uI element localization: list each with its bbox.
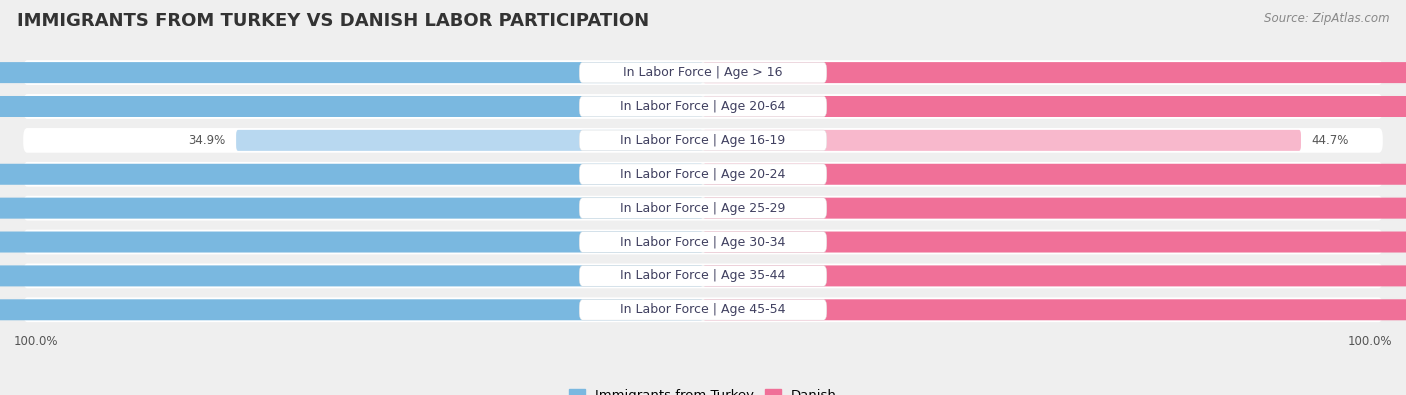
FancyBboxPatch shape — [579, 96, 827, 117]
FancyBboxPatch shape — [703, 62, 1406, 83]
Text: In Labor Force | Age 30-34: In Labor Force | Age 30-34 — [620, 235, 786, 248]
Text: In Labor Force | Age 25-29: In Labor Force | Age 25-29 — [620, 201, 786, 214]
Text: In Labor Force | Age 20-24: In Labor Force | Age 20-24 — [620, 168, 786, 181]
FancyBboxPatch shape — [579, 164, 827, 184]
FancyBboxPatch shape — [579, 299, 827, 320]
FancyBboxPatch shape — [24, 229, 1382, 254]
FancyBboxPatch shape — [24, 263, 1382, 288]
FancyBboxPatch shape — [0, 231, 703, 252]
FancyBboxPatch shape — [24, 60, 1382, 85]
FancyBboxPatch shape — [0, 164, 703, 185]
FancyBboxPatch shape — [0, 265, 703, 286]
FancyBboxPatch shape — [0, 299, 703, 320]
Text: 44.7%: 44.7% — [1312, 134, 1348, 147]
Text: Source: ZipAtlas.com: Source: ZipAtlas.com — [1264, 12, 1389, 25]
FancyBboxPatch shape — [703, 231, 1406, 252]
Text: In Labor Force | Age 20-64: In Labor Force | Age 20-64 — [620, 100, 786, 113]
FancyBboxPatch shape — [703, 96, 1406, 117]
Text: 100.0%: 100.0% — [1347, 335, 1392, 348]
FancyBboxPatch shape — [24, 128, 1382, 153]
FancyBboxPatch shape — [24, 297, 1382, 322]
FancyBboxPatch shape — [579, 232, 827, 252]
Text: IMMIGRANTS FROM TURKEY VS DANISH LABOR PARTICIPATION: IMMIGRANTS FROM TURKEY VS DANISH LABOR P… — [17, 12, 650, 30]
Text: In Labor Force | Age 35-44: In Labor Force | Age 35-44 — [620, 269, 786, 282]
FancyBboxPatch shape — [579, 265, 827, 286]
FancyBboxPatch shape — [0, 62, 703, 83]
FancyBboxPatch shape — [579, 62, 827, 83]
FancyBboxPatch shape — [0, 96, 703, 117]
FancyBboxPatch shape — [24, 162, 1382, 186]
FancyBboxPatch shape — [579, 130, 827, 150]
FancyBboxPatch shape — [703, 299, 1406, 320]
FancyBboxPatch shape — [579, 198, 827, 218]
Text: 100.0%: 100.0% — [14, 335, 59, 348]
FancyBboxPatch shape — [703, 130, 1301, 151]
Text: In Labor Force | Age > 16: In Labor Force | Age > 16 — [623, 66, 783, 79]
Text: In Labor Force | Age 45-54: In Labor Force | Age 45-54 — [620, 303, 786, 316]
FancyBboxPatch shape — [24, 94, 1382, 119]
FancyBboxPatch shape — [703, 164, 1406, 185]
Text: In Labor Force | Age 16-19: In Labor Force | Age 16-19 — [620, 134, 786, 147]
FancyBboxPatch shape — [236, 130, 703, 151]
Legend: Immigrants from Turkey, Danish: Immigrants from Turkey, Danish — [564, 384, 842, 395]
FancyBboxPatch shape — [703, 198, 1406, 219]
Text: 34.9%: 34.9% — [188, 134, 225, 147]
FancyBboxPatch shape — [24, 196, 1382, 220]
FancyBboxPatch shape — [703, 265, 1406, 286]
FancyBboxPatch shape — [0, 198, 703, 219]
